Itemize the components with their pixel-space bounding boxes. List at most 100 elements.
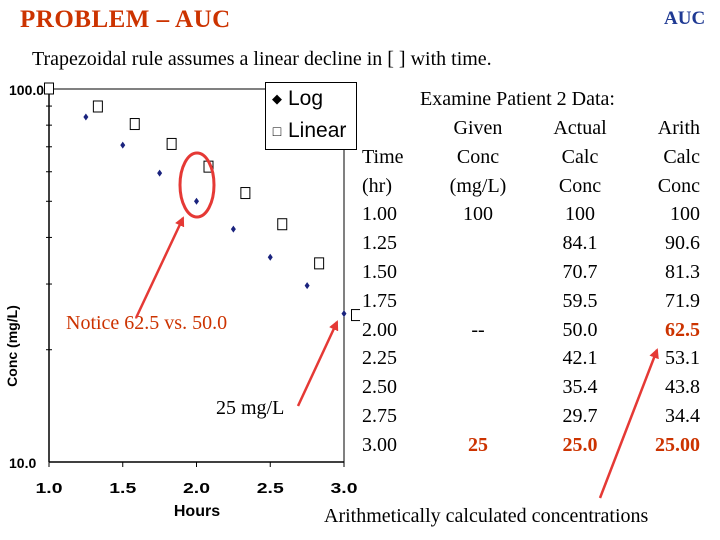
table-cell: 100 [670,203,700,226]
linear-point [44,82,54,95]
linear-point [277,218,288,231]
table-cell: 84.1 [562,232,598,255]
y-tick-label: 100.0 [9,82,44,98]
table-cell: 2.50 [362,376,397,399]
x-tick-label: 2.5 [257,480,284,497]
legend-label-log: Log [288,87,324,110]
footnote: Arithmetically calculated concentrations [324,505,649,527]
log-point [83,113,89,121]
table-header-cell: Given [453,117,503,139]
table-cell [420,373,536,402]
table-cell: 42.1 [562,347,598,370]
x-tick-label: 3.0 [331,480,358,497]
table-header-cell: Arith [657,117,700,139]
table-cell: 1.00 [362,203,397,226]
x-tick-label: 1.0 [36,480,63,497]
table-cell: 2.75 [362,404,397,427]
table-cell: 25.00 [655,433,700,456]
table-header-cell: Calc [561,145,599,168]
chart-axes: 1.0 1.5 2.0 2.5 3.0 100.0 10.0 [9,82,358,497]
table-header-cell: (mg/L) [449,174,507,197]
y-axis-label: Conc (mg/L) [4,305,20,387]
table-cell [420,287,536,316]
subtitle: Trapezoidal rule assumes a linear declin… [32,48,492,70]
linear-point [314,257,325,270]
table-row: 2.50 35.4 43.8 [362,373,700,402]
log-point [194,197,199,205]
linear-point [351,309,360,322]
table-cell: 43.8 [665,376,700,399]
table-row: 2.25 42.1 53.1 [362,344,700,373]
log-point [230,225,236,233]
linear-point [92,100,103,113]
log-point [304,282,310,290]
table-row: 1.00 100 100 100 [362,200,700,229]
table-row: 2.00 -- 50.0 62.5 [362,316,700,345]
table-cell: 71.9 [665,289,700,312]
table-cell [420,344,536,373]
x-axis-label: Hours [174,503,220,520]
linear-point [129,118,140,131]
table-cell [420,229,536,258]
linear-point [240,187,251,200]
table-row: 1.50 70.7 81.3 [362,258,700,287]
notice-annotation: Notice 62.5 vs. 50.0 [66,312,228,334]
table-header-cell: Conc [657,174,700,197]
section-tag: AUC [664,8,706,29]
legend-label-linear: Linear [288,119,347,142]
table-row: 2.75 29.7 34.4 [362,402,700,431]
table-cell: 59.5 [562,289,598,312]
square-icon: □ [272,123,282,139]
table-cell [420,402,536,431]
table-header-cell: Time [362,145,404,168]
linear-point [166,137,177,150]
table-cell: 1.50 [362,260,397,283]
scatter-chart: 1.0 1.5 2.0 2.5 3.0 100.0 10.0 Conc (mg/L) Hou… [4,82,360,520]
table-cell: 62.5 [665,318,700,341]
table-row: 1.25 84.1 90.6 [362,229,700,258]
table-header-row: Time Conc Calc Calc [362,143,700,172]
table-cell [420,258,536,287]
table-cell: 50.0 [562,318,598,341]
log-point [120,141,126,149]
table-cell: 35.4 [562,376,598,399]
table-cell: 25 [468,433,488,456]
legend-item-linear: □ Linear [266,115,356,147]
dose-annotation: 25 mg/L [216,397,285,419]
log-point [267,253,273,261]
table-cell: 100 [463,203,493,226]
table-header-cell: (hr) [362,174,392,197]
table-header-cell: Actual [553,117,607,139]
x-tick-label: 1.5 [109,480,136,497]
table-header-cell: Conc [456,145,500,168]
table-cell: 25.0 [562,433,598,456]
table-cell: 53.1 [665,347,700,370]
linear-point [203,160,214,173]
table-cell: 81.3 [665,260,700,283]
table-cell: 1.75 [362,289,397,312]
table-cell: 1.25 [362,232,397,255]
table-cell: 3.00 [362,433,397,456]
table-cell: 2.25 [362,347,397,370]
diamond-icon: ◆ [272,91,282,106]
chart-legend: ◆ Log □ Linear [265,82,357,150]
table-cell: 34.4 [665,404,700,427]
table-header-cell: Calc [663,145,700,168]
table-header-row: (hr) (mg/L) Conc Conc [362,172,700,201]
table-heading: Examine Patient 2 Data: [420,88,615,110]
table-cell: 29.7 [562,404,598,427]
table-cell: 2.00 [362,318,397,341]
table-cell: 100 [565,203,595,226]
legend-item-log: ◆ Log [266,83,356,115]
log-point [341,310,347,318]
table-row: 1.75 59.5 71.9 [362,287,700,316]
x-tick-label: 2.0 [183,480,210,497]
table-cell: -- [471,318,485,341]
y-tick-label: 10.0 [9,455,36,471]
page-title: PROBLEM – AUC [20,6,231,33]
table-cell: 70.7 [562,260,598,283]
table-header-cell: Conc [558,174,602,197]
log-point [157,169,163,177]
patient-data-table: Given Actual Arith Time Conc Calc Calc (hr) (mg/… [362,114,700,460]
table-header-row: Given Actual Arith [362,114,700,143]
